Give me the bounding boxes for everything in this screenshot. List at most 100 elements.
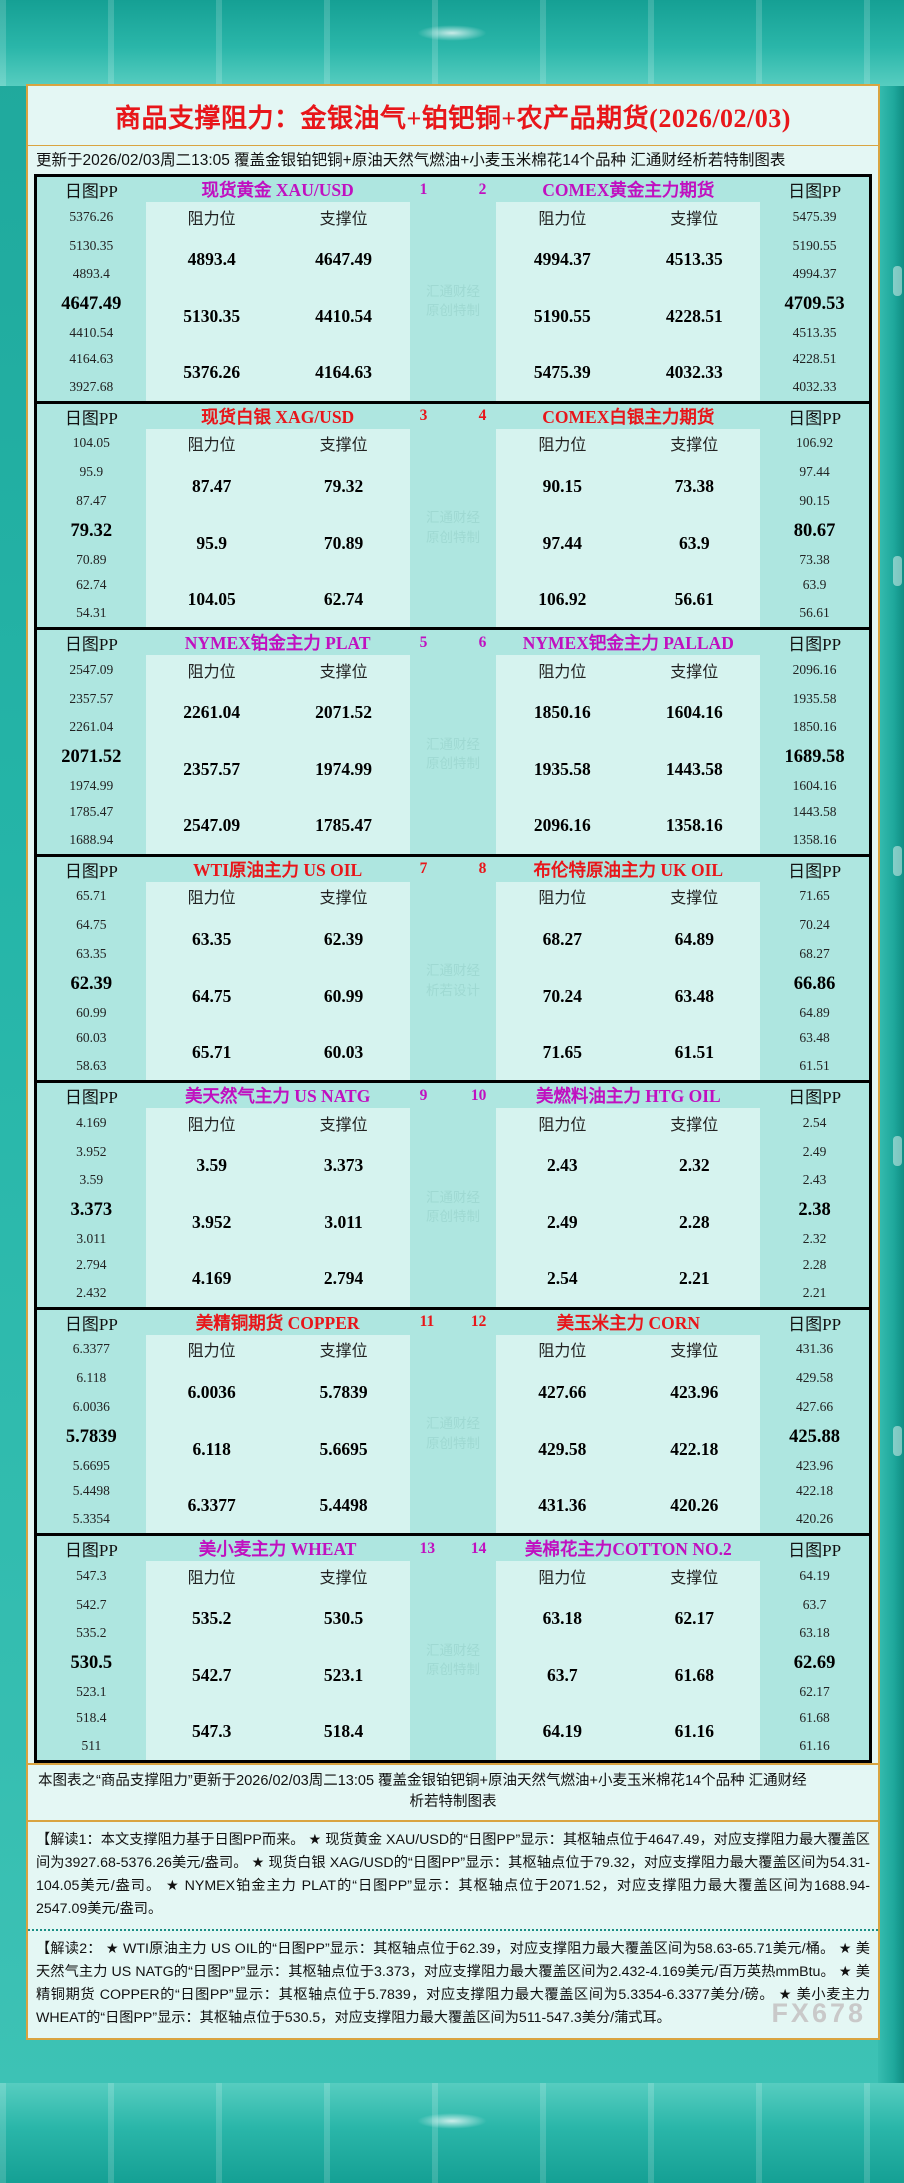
resistance-header-left: 阻力位	[145, 202, 278, 231]
reading-note-2-text: 【解读2： ★ WTI原油主力 US OIL的“日图PP”显示：其枢轴点位于62…	[36, 1940, 870, 2026]
block-index-right: 6	[478, 633, 487, 651]
pp-value-right: 5475.39	[792, 208, 837, 224]
block-index-left: 9	[419, 1086, 428, 1104]
pp-value-right: 2.49	[802, 1143, 827, 1159]
block-data-row: 3.59 2.43	[36, 1166, 871, 1195]
pp-value-right: 2.28	[802, 1256, 827, 1272]
resistance-value-right: 64.19	[496, 1704, 629, 1761]
support-header-right: 支撑位	[628, 202, 761, 231]
instrument-name-right: COMEX白银主力期货	[542, 406, 715, 427]
instrument-block: 日图PP WTI原油主力 US OIL 7 8 布伦特原油主力 UK OIL 日图PP 65…	[34, 856, 872, 1083]
support-value-left: 4410.54	[277, 288, 410, 345]
instrument-name-right: 布伦特原油主力 UK OIL	[533, 859, 724, 880]
support-value-left: 62.39	[277, 910, 410, 968]
pp-value-left: 6.118	[76, 1370, 107, 1385]
pp-value-left: 2.794	[76, 1256, 107, 1272]
pp-label-left: 日图PP	[64, 1088, 118, 1107]
block-index-pair: 11 12	[409, 1309, 497, 1335]
pp-value-right: 2096.16	[792, 661, 837, 677]
instrument-name-left: 美小麦主力 WHEAT	[198, 1539, 357, 1559]
pp-label-right: 日图PP	[788, 408, 842, 428]
support-value-right: 2.28	[628, 1194, 761, 1251]
block-header-row: 日图PP 美天然气主力 US NATG 9 10 美燃料油主力 HTG OIL 日图PP	[36, 1083, 871, 1108]
pp-value-right: 4513.35	[792, 325, 837, 341]
pp-value-right: 1604.16	[792, 778, 837, 794]
watermark-cell: 汇通财经 原创特制	[409, 655, 497, 855]
resistance-value-left: 65.71	[145, 1024, 278, 1082]
support-value-right: 61.16	[628, 1704, 761, 1761]
pp-value-right: 62.17	[799, 1684, 830, 1700]
resistance-value-right: 70.24	[496, 967, 629, 1025]
block-data-row: 2357.57 2261.04 2071.52 1850.16 1604.16 1935.…	[36, 684, 871, 741]
block-index-pair: 9 10	[409, 1083, 497, 1108]
block-data-row: 58.63 61.51	[36, 1052, 871, 1082]
resistance-value-left: 5130.35	[145, 288, 278, 345]
pp-value-left: 79.32	[70, 520, 113, 541]
pp-value-left: 2.432	[76, 1284, 107, 1300]
pp-value-left: 60.99	[76, 1004, 107, 1020]
pp-value-right: 68.27	[799, 945, 830, 961]
support-header-left: 支撑位	[277, 655, 410, 684]
resistance-value-right: 4994.37	[496, 231, 629, 288]
pp-value-left: 87.47	[76, 492, 107, 508]
block-subheader-row: 547.3 阻力位 支撑位 汇通财经 原创特制 阻力位 支撑位 64.19	[36, 1561, 871, 1761]
pp-value-left: 70.89	[76, 551, 107, 567]
pp-label-right: 日图PP	[788, 182, 842, 201]
support-value-left: 4647.49	[277, 231, 410, 288]
block-header-row: 日图PP 美小麦主力 WHEAT 13 14 美棉花主力COTTON NO.2 日图PP	[36, 1536, 871, 1561]
support-header-left: 支撑位	[277, 202, 410, 231]
pp-value-right: 427.66	[796, 1398, 834, 1414]
watermark-cell: 汇通财经 原创特制	[409, 1108, 497, 1308]
resistance-value-right: 106.92	[496, 571, 629, 629]
block-index-right: 14	[470, 1539, 487, 1557]
block-header-row: 日图PP 现货黄金 XAU/USD 1 2 COMEX黄金主力期货 日图PP	[36, 175, 871, 202]
pp-value-left: 4410.54	[69, 325, 114, 341]
block-data-row: 1688.94 1358.16	[36, 825, 871, 855]
block-subheader-row: 4.169 阻力位 支撑位 汇通财经 原创特制 阻力位 支撑位 2.54	[36, 1108, 871, 1308]
pp-value-right: 64.89	[799, 1004, 830, 1020]
pp-value-left: 63.35	[76, 945, 107, 961]
pp-value-right: 61.16	[799, 1737, 830, 1753]
pp-value-left: 523.1	[76, 1684, 107, 1700]
page-title: 商品支撑阻力：金银油气+铂钯铜+农产品期货(2026/02/03)	[28, 86, 878, 145]
pp-label-right: 日图PP	[788, 861, 842, 881]
pp-value-right: 62.69	[793, 1653, 836, 1674]
block-subheader-row: 104.05 阻力位 支撑位 汇通财经 原创特制 阻力位 支撑位 106.92	[36, 428, 871, 629]
pp-value-left: 104.05	[72, 435, 110, 451]
support-value-left: 62.74	[277, 571, 410, 629]
watermark-cell: 汇通财经 原创特制	[409, 202, 497, 402]
pp-value-right: 71.65	[799, 888, 830, 904]
pp-value-left: 3.011	[76, 1231, 107, 1247]
support-value-right: 4228.51	[628, 288, 761, 345]
pp-value-right: 106.92	[796, 435, 834, 451]
instrument-name-left: 现货黄金 XAU/USD	[201, 180, 354, 200]
support-header-right: 支撑位	[628, 1561, 761, 1590]
pp-value-left: 4164.63	[69, 350, 114, 366]
resistance-header-right: 阻力位	[496, 1108, 629, 1137]
support-value-right: 2.21	[628, 1251, 761, 1308]
block-header-row: 日图PP 美精铜期货 COPPER 11 12 美玉米主力 CORN 日图PP	[36, 1309, 871, 1335]
pp-value-left: 5.7839	[65, 1426, 117, 1447]
block-data-row: 62.74 104.05 62.74 106.92 56.61 63.9	[36, 571, 871, 629]
pp-value-left: 5.3354	[72, 1511, 110, 1526]
pp-value-right: 425.88	[789, 1426, 841, 1447]
block-data-row: 2261.04 1850.16	[36, 713, 871, 742]
pp-value-right: 64.19	[799, 1567, 830, 1583]
resistance-value-left: 3.59	[145, 1137, 278, 1194]
block-subheader-row: 2547.09 阻力位 支撑位 汇通财经 原创特制 阻力位 支撑位 2096.16	[36, 655, 871, 855]
block-index-right: 10	[470, 1086, 487, 1104]
pp-value-left: 5130.35	[69, 237, 114, 253]
support-header-left: 支撑位	[277, 881, 410, 911]
pp-value-left: 542.7	[76, 1596, 107, 1612]
support-header-right: 支撑位	[628, 428, 761, 458]
brand-watermark: FX678	[771, 1997, 866, 2028]
block-data-row: 5.3354 420.26	[36, 1505, 871, 1535]
instrument-name-left: 美天然气主力 US NATG	[184, 1086, 371, 1106]
block-data-row: 60.03 65.71 60.03 71.65 61.51 63.48	[36, 1024, 871, 1082]
resistance-value-right: 97.44	[496, 514, 629, 572]
block-data-row: 535.2 63.18	[36, 1619, 871, 1648]
support-header-left: 支撑位	[277, 1108, 410, 1137]
resistance-header-right: 阻力位	[496, 881, 629, 911]
